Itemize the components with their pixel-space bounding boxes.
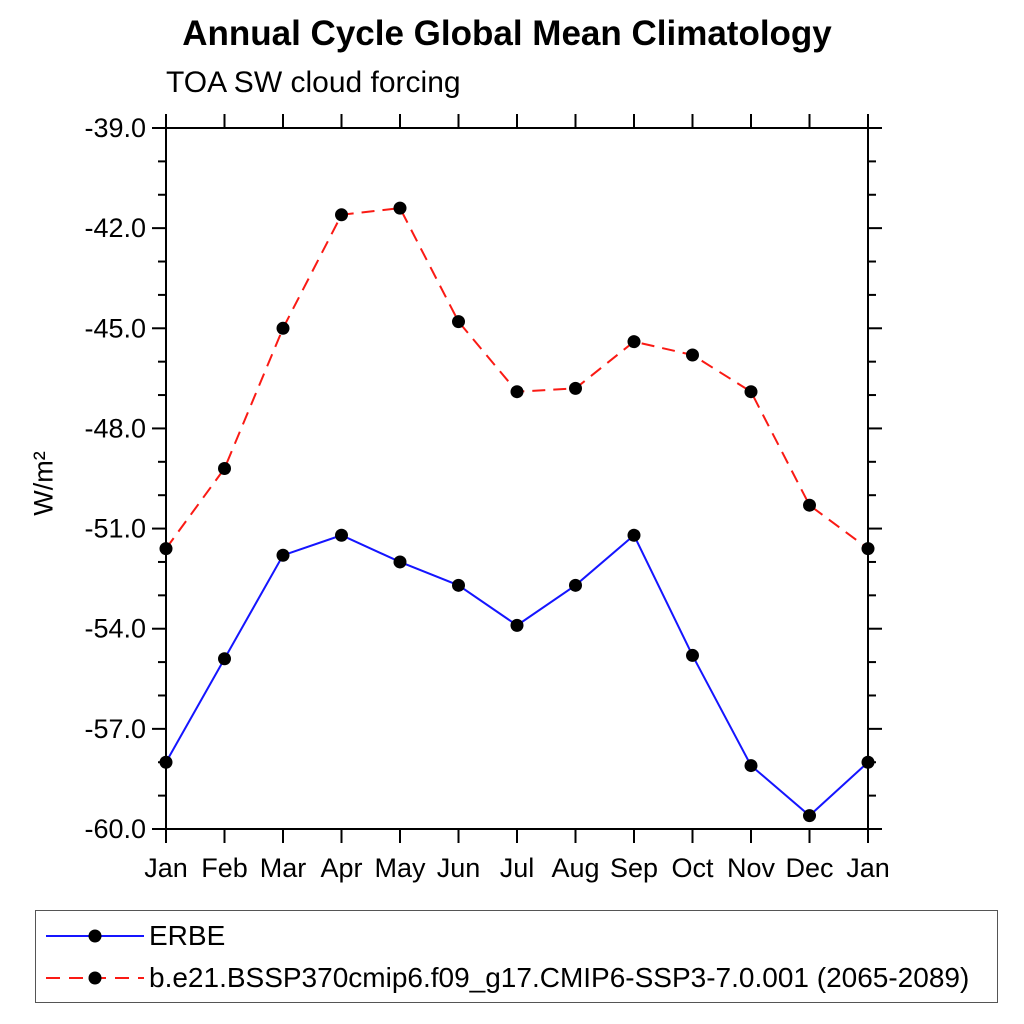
x-tick-label: Jan <box>846 853 890 883</box>
data-point <box>803 809 816 823</box>
data-point <box>744 385 758 399</box>
data-point <box>744 759 758 773</box>
data-point <box>276 548 290 562</box>
data-point <box>159 542 173 556</box>
legend-box: ERBE b.e21.BSSP370cmip6.f09_g17.CMIP6-SS… <box>35 910 998 1003</box>
x-tick-label: Sep <box>610 853 658 883</box>
data-point <box>335 528 348 542</box>
y-axis-label: W/m² <box>28 451 59 516</box>
data-point <box>218 652 231 666</box>
erbe-line-swatch <box>46 929 144 943</box>
y-tick-label: -48.0 <box>84 413 146 443</box>
x-tick-label: Aug <box>551 853 599 883</box>
y-tick-label: -51.0 <box>84 514 146 544</box>
y-tick-label: -45.0 <box>84 313 146 343</box>
model-line-swatch <box>46 971 144 985</box>
x-tick-label: Jun <box>437 853 481 883</box>
x-tick-label: Oct <box>671 853 714 883</box>
data-point <box>393 201 407 215</box>
x-tick-label: Nov <box>727 853 776 883</box>
legend-item-erbe: ERBE <box>44 917 225 955</box>
series-line-1 <box>165 207 869 550</box>
x-tick-label: Dec <box>785 853 833 883</box>
chart-subtitle: TOA SW cloud forcing <box>166 66 461 99</box>
y-tick-label: -54.0 <box>84 614 146 644</box>
y-tick-label: -39.0 <box>84 113 146 143</box>
y-tick-label: -42.0 <box>84 213 146 243</box>
series-line-0 <box>165 533 869 817</box>
data-point <box>218 461 231 475</box>
data-point <box>861 755 875 769</box>
legend-item-model: b.e21.BSSP370cmip6.f09_g17.CMIP6-SSP3-7.… <box>44 959 969 997</box>
data-point <box>627 528 641 542</box>
data-point <box>510 385 524 399</box>
data-point <box>686 648 699 662</box>
data-point <box>686 348 699 362</box>
x-tick-label: May <box>374 853 426 883</box>
data-point <box>627 335 641 349</box>
legend-label-erbe: ERBE <box>149 920 226 951</box>
y-tick-label: -57.0 <box>84 714 146 744</box>
data-point <box>335 208 348 222</box>
y-tick-label: -60.0 <box>84 814 146 844</box>
data-point <box>861 542 875 556</box>
data-point <box>276 321 290 335</box>
data-point <box>452 578 465 592</box>
plot-border <box>165 127 869 830</box>
x-tick-label: Feb <box>201 853 248 883</box>
x-tick-label: Mar <box>260 853 307 883</box>
data-point <box>452 315 465 329</box>
data-point <box>159 755 173 769</box>
data-point <box>569 381 582 395</box>
data-point <box>569 578 582 592</box>
data-point <box>510 618 524 632</box>
legend-label-model: b.e21.BSSP370cmip6.f09_g17.CMIP6-SSP3-7.… <box>149 962 970 993</box>
marker-dot-icon <box>88 971 102 985</box>
data-point <box>803 498 816 512</box>
data-point <box>393 555 407 569</box>
x-tick-label: Jan <box>144 853 188 883</box>
x-tick-label: Jul <box>500 853 535 883</box>
chart-title: Annual Cycle Global Mean Climatology <box>182 14 832 53</box>
marker-dot-icon <box>88 929 102 943</box>
x-tick-label: Apr <box>320 853 362 883</box>
